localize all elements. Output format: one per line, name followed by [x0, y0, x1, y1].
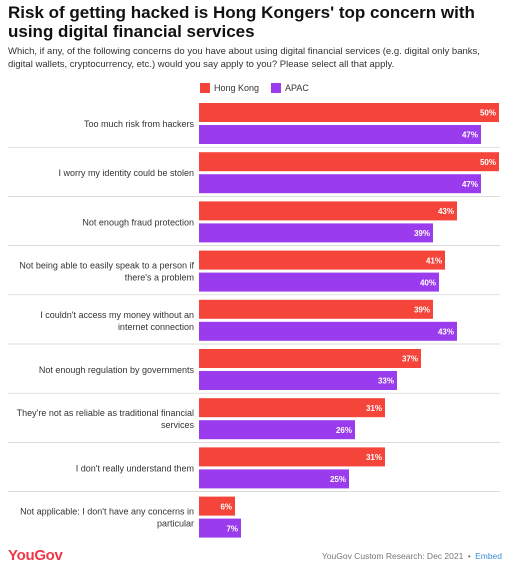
bar-apac [199, 469, 349, 489]
category-label: services [161, 420, 195, 430]
data-label-hong-kong: 41% [426, 256, 442, 265]
category-label: Not enough fraud protection [82, 217, 194, 227]
bar-hong-kong [199, 201, 457, 221]
data-label-hong-kong: 50% [480, 109, 496, 118]
bar-apac [199, 223, 433, 243]
embed-link[interactable]: Embed [475, 551, 502, 561]
data-label-apac: 39% [414, 229, 430, 238]
chart-title: Risk of getting hacked is Hong Kongers' … [8, 3, 475, 41]
legend-swatch-apac [271, 83, 282, 93]
legend-item-hong-kong: Hong Kong [200, 83, 259, 93]
legend: Hong Kong APAC [200, 82, 321, 94]
bar-hong-kong [199, 398, 385, 418]
source-text: YouGov Custom Research: Dec 2021 [321, 551, 464, 561]
category-label: Too much risk from hackers [84, 119, 195, 129]
category-label: They're not as reliable as traditional f… [17, 408, 194, 418]
data-label-apac: 25% [330, 475, 346, 484]
data-label-hong-kong: 43% [438, 207, 454, 216]
category-label: particular [157, 519, 194, 529]
data-label-hong-kong: 39% [414, 306, 430, 315]
bar-apac [199, 420, 355, 440]
bar-hong-kong [199, 152, 499, 172]
bar-hong-kong [199, 447, 385, 467]
data-label-apac: 33% [378, 377, 394, 386]
legend-label-hong-kong: Hong Kong [214, 83, 260, 93]
bar-chart: Too much risk from hackers 50% 47% I worry … [8, 103, 500, 538]
category-label: Not being able to easily speak to a pers… [19, 261, 194, 271]
data-label-hong-kong: 31% [366, 404, 382, 413]
legend-label-apac: APAC [285, 83, 309, 93]
data-label-hong-kong: 37% [402, 355, 418, 364]
bar-apac [199, 371, 397, 390]
data-label-apac: 7% [226, 524, 238, 533]
legend-swatch-hong-kong [200, 83, 210, 93]
bar-hong-kong [199, 103, 499, 122]
data-label-hong-kong: 31% [366, 453, 382, 462]
yougov-logo: YouGov [8, 547, 63, 564]
chart-subtitle: Which, if any, of the following concerns… [8, 46, 480, 70]
legend-item-apac: APAC [271, 83, 309, 93]
data-label-apac: 26% [336, 426, 352, 435]
data-label-apac: 47% [462, 131, 478, 140]
category-label: I couldn't access my money without an [40, 310, 194, 320]
data-label-apac: 47% [462, 180, 478, 189]
source-separator: • [467, 551, 471, 561]
bar-hong-kong [199, 349, 421, 368]
category-label: Not applicable: I don't have any concern… [20, 507, 194, 517]
category-label: I worry my identity could be stolen [58, 168, 194, 178]
category-label: I don't really understand them [76, 463, 194, 473]
data-label-apac: 40% [420, 278, 436, 287]
bar-apac [199, 321, 457, 341]
data-label-apac: 43% [438, 328, 454, 337]
bar-apac [199, 174, 481, 194]
bar-hong-kong [199, 496, 235, 516]
bar-hong-kong [199, 299, 433, 319]
bar-apac [199, 518, 241, 538]
bar-apac [199, 125, 481, 144]
category-label: internet connection [118, 322, 194, 332]
category-label: there's a problem [125, 273, 194, 283]
bar-hong-kong [199, 250, 445, 270]
data-label-hong-kong: 6% [220, 502, 232, 511]
bar-apac [199, 272, 439, 292]
category-label: Not enough regulation by governments [39, 365, 195, 375]
source-note: YouGov Custom Research: Dec 2021 • Embed [322, 551, 502, 561]
data-label-hong-kong: 50% [480, 158, 496, 167]
